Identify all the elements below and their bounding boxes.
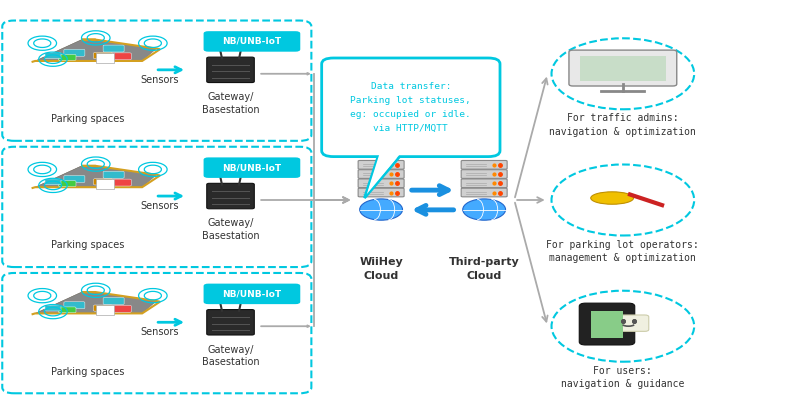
FancyBboxPatch shape [461,170,507,178]
FancyBboxPatch shape [322,58,500,157]
FancyBboxPatch shape [358,160,404,169]
Circle shape [360,199,402,220]
Polygon shape [35,166,157,187]
Text: Gateway/
Basestation: Gateway/ Basestation [202,92,259,114]
Polygon shape [365,151,405,198]
FancyBboxPatch shape [58,181,76,186]
FancyBboxPatch shape [45,53,61,58]
FancyBboxPatch shape [110,305,131,312]
Text: NB/UNB-IoT: NB/UNB-IoT [222,37,282,46]
Text: Third-party
Cloud: Third-party Cloud [449,258,519,281]
FancyBboxPatch shape [358,179,404,188]
FancyBboxPatch shape [206,183,254,209]
Text: Gateway/
Basestation: Gateway/ Basestation [202,218,259,241]
FancyBboxPatch shape [45,179,61,185]
FancyBboxPatch shape [58,307,76,313]
FancyBboxPatch shape [96,305,114,315]
Circle shape [462,199,506,220]
FancyBboxPatch shape [2,273,311,393]
Polygon shape [35,40,96,61]
FancyBboxPatch shape [461,160,507,169]
FancyBboxPatch shape [103,298,124,304]
FancyBboxPatch shape [2,20,311,141]
Polygon shape [35,292,157,314]
Ellipse shape [590,192,634,204]
FancyBboxPatch shape [358,188,404,197]
Text: Parking spaces: Parking spaces [51,114,125,124]
Text: Parking spaces: Parking spaces [51,366,125,376]
FancyBboxPatch shape [110,53,131,60]
FancyBboxPatch shape [461,188,507,197]
FancyBboxPatch shape [64,176,85,182]
Polygon shape [35,292,96,314]
Text: NB/UNB-IoT: NB/UNB-IoT [222,163,282,172]
Text: Sensors: Sensors [140,201,178,211]
FancyBboxPatch shape [203,157,300,178]
Text: For parking lot operators:
management & optimization: For parking lot operators: management & … [546,240,699,263]
FancyBboxPatch shape [203,31,300,52]
FancyBboxPatch shape [461,179,507,188]
FancyBboxPatch shape [358,170,404,178]
Polygon shape [35,166,96,187]
FancyBboxPatch shape [614,315,649,331]
FancyBboxPatch shape [94,179,112,185]
FancyBboxPatch shape [94,305,112,311]
Text: Parking spaces: Parking spaces [51,240,125,250]
FancyBboxPatch shape [103,171,124,178]
Text: Gateway/
Basestation: Gateway/ Basestation [202,345,259,367]
FancyBboxPatch shape [96,179,114,189]
FancyBboxPatch shape [579,303,634,345]
FancyBboxPatch shape [206,310,254,335]
FancyBboxPatch shape [96,53,114,63]
FancyBboxPatch shape [580,56,666,81]
FancyBboxPatch shape [103,45,124,52]
FancyBboxPatch shape [569,50,677,86]
FancyBboxPatch shape [2,147,311,267]
FancyBboxPatch shape [206,57,254,82]
Text: NB/UNB-IoT: NB/UNB-IoT [222,289,282,298]
Text: Sensors: Sensors [140,75,178,85]
Polygon shape [366,150,403,194]
FancyBboxPatch shape [94,52,112,59]
FancyBboxPatch shape [110,179,131,186]
Text: Sensors: Sensors [140,327,178,337]
Polygon shape [35,40,157,61]
Text: WiiHey
Cloud: WiiHey Cloud [359,258,403,281]
Text: For users:
navigation & guidance: For users: navigation & guidance [561,366,685,389]
Text: For traffic admins:
navigation & optimization: For traffic admins: navigation & optimiz… [550,114,696,137]
FancyBboxPatch shape [64,49,85,56]
FancyBboxPatch shape [591,310,622,338]
Text: Data transfer:
Parking lot statuses,
eg: occupied or idle.
via HTTP/MQTT: Data transfer: Parking lot statuses, eg:… [350,82,471,133]
FancyBboxPatch shape [64,302,85,309]
FancyBboxPatch shape [58,54,76,60]
FancyBboxPatch shape [45,305,61,311]
FancyBboxPatch shape [203,284,300,304]
